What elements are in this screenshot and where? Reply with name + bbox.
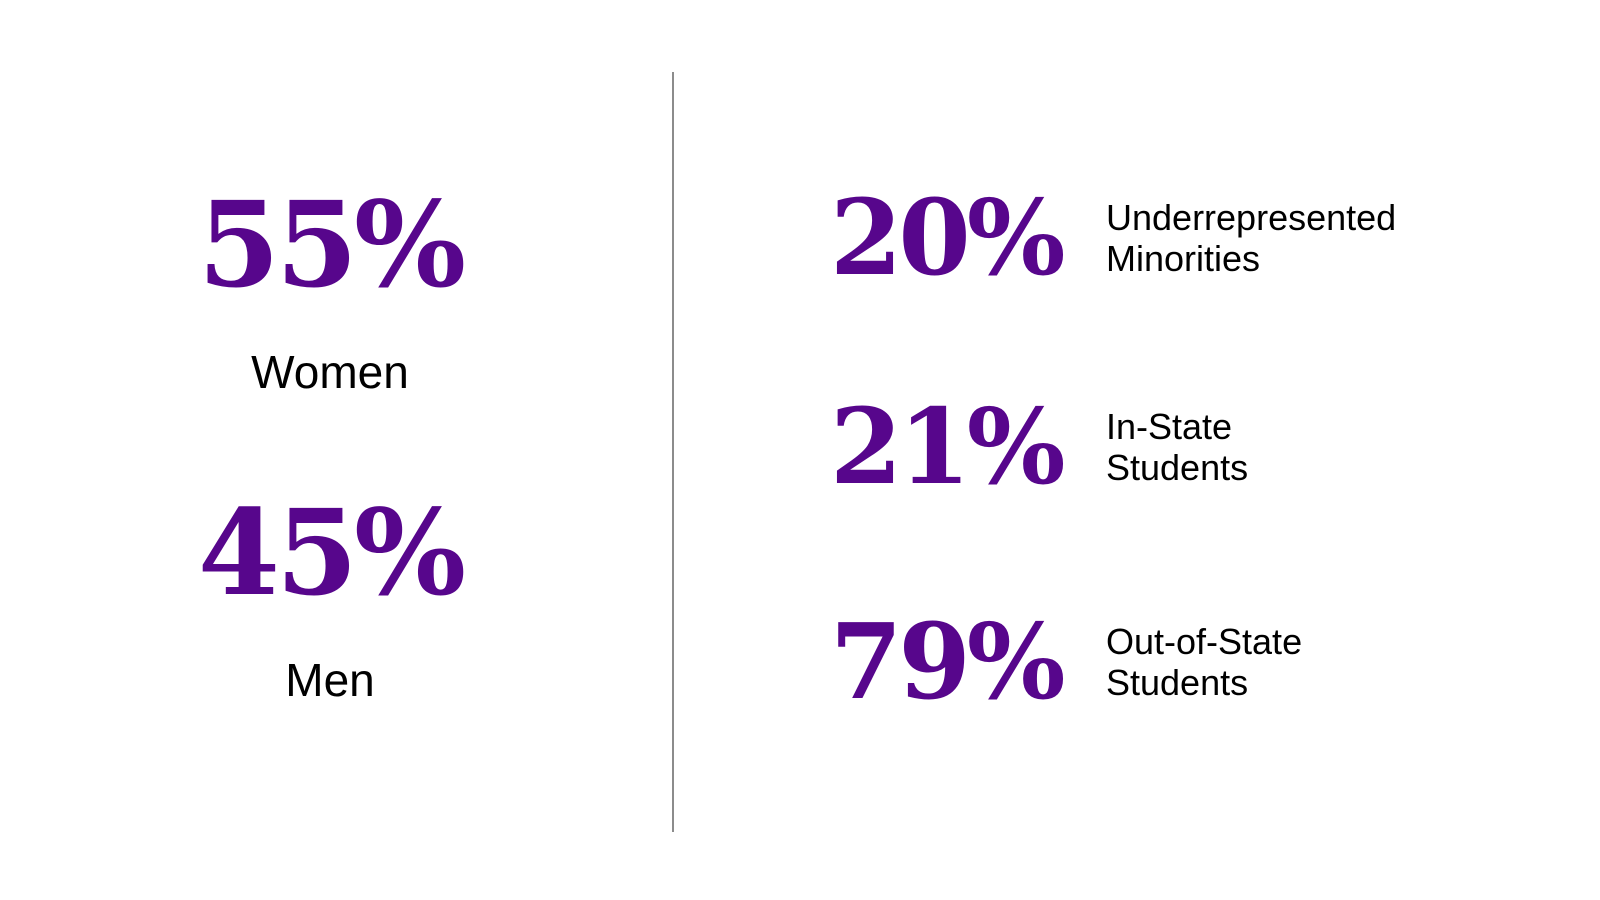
stat-men: 45% Men [130, 494, 530, 707]
in-state-label: In-State Students [1106, 406, 1248, 489]
out-of-state-percentage: 79% [830, 600, 1066, 723]
label-line: Out-of-State [1106, 620, 1303, 662]
men-label: Men [285, 654, 375, 706]
men-percentage: 45% [197, 483, 466, 622]
out-of-state-label: Out-of-State Students [1106, 621, 1302, 704]
label-line: Underrepresented [1106, 196, 1397, 238]
underrepresented-minorities-label: Underrepresented Minorities [1106, 197, 1396, 280]
label-line: Minorities [1106, 238, 1261, 279]
women-label: Women [251, 346, 409, 398]
stat-underrepresented-minorities: 20% Underrepresented Minorities [830, 186, 1396, 290]
label-line: Students [1106, 662, 1249, 703]
vertical-divider [672, 72, 674, 832]
stat-out-of-state-students: 79% Out-of-State Students [830, 610, 1302, 714]
in-state-percentage: 21% [830, 385, 1066, 508]
stat-in-state-students: 21% In-State Students [830, 395, 1248, 499]
label-line: Students [1106, 447, 1249, 488]
women-percentage: 55% [197, 175, 466, 314]
label-line: In-State [1106, 405, 1233, 447]
underrepresented-minorities-percentage: 20% [830, 176, 1066, 299]
stat-women: 55% Women [130, 186, 530, 399]
